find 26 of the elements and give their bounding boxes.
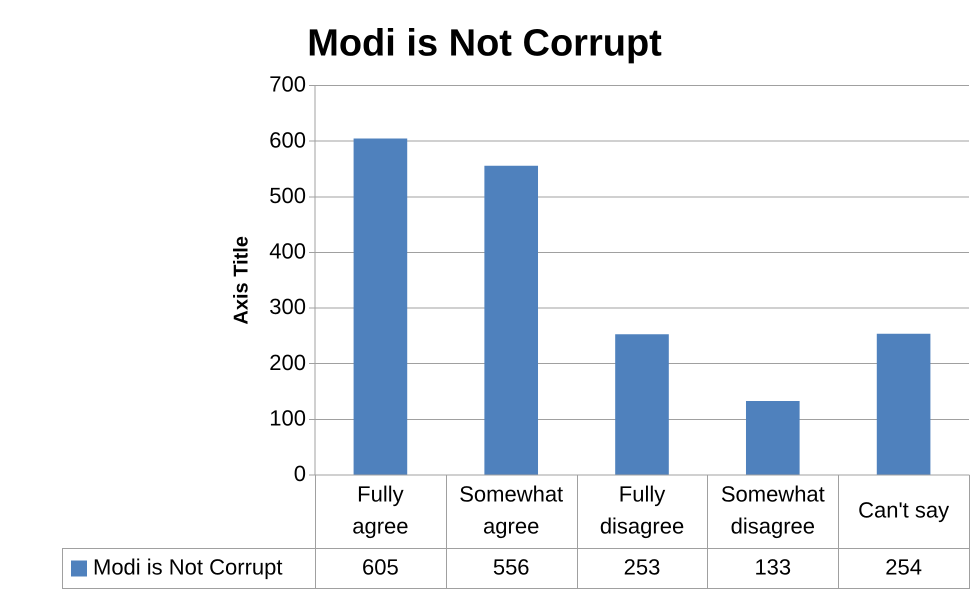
y-tick-label: 600 [269, 127, 306, 152]
x-tick-label: Fully disagree [600, 482, 684, 539]
y-tick-label: 300 [269, 294, 306, 320]
bar [746, 401, 800, 474]
x-tick-label: Somewhat agree [459, 482, 564, 539]
x-tick-label: Fully agree [352, 482, 409, 539]
y-tick-label: 700 [269, 72, 306, 97]
data-label: 253 [624, 554, 660, 580]
y-tick-label: 0 [294, 461, 306, 486]
y-tick-label: 200 [269, 350, 306, 375]
data-label: 133 [754, 554, 792, 580]
y-axis-title: Axis Title [230, 236, 253, 325]
data-label: 556 [492, 554, 530, 580]
legend-label: Modi is Not Corrupt [93, 554, 283, 580]
data-label: 605 [362, 554, 399, 580]
x-tick-label: Somewhat disagree [720, 482, 825, 539]
bar [615, 334, 669, 474]
chart-title: Modi is Not Corrupt [307, 22, 662, 64]
bar [876, 334, 930, 474]
y-tick-label: 400 [269, 238, 306, 264]
bar [354, 138, 408, 474]
data-label: 254 [885, 554, 922, 580]
y-tick-label: 100 [269, 405, 306, 430]
x-tick-label: Can't say [858, 498, 950, 523]
bar [484, 166, 538, 474]
y-tick-label: 500 [269, 182, 306, 208]
